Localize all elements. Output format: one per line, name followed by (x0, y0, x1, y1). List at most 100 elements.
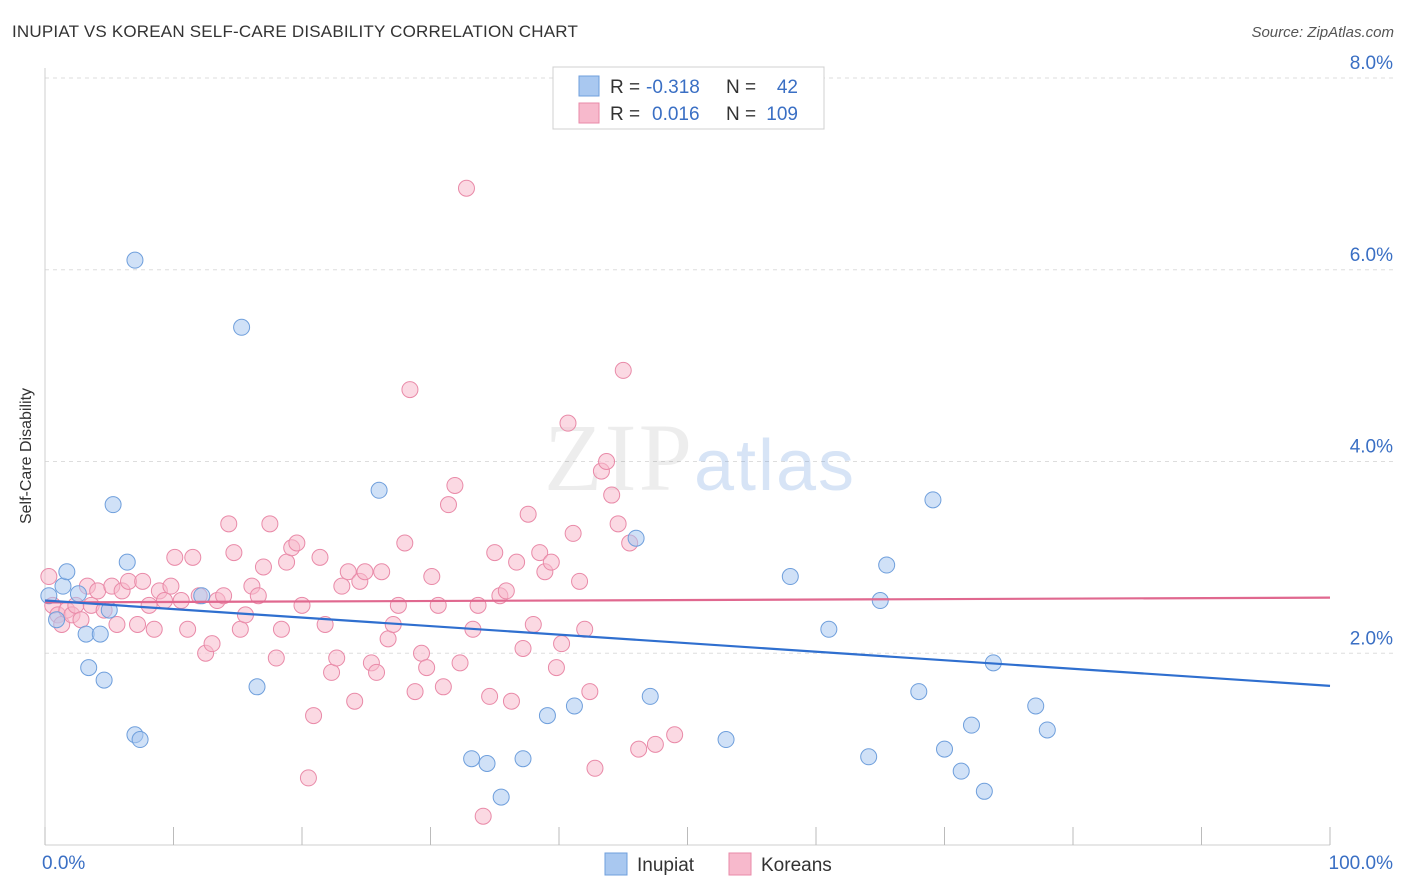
point-inupiat (514, 750, 532, 768)
point-korean (429, 596, 447, 614)
point-inupiat (91, 625, 109, 643)
point-korean (272, 620, 290, 638)
point-korean (220, 515, 238, 533)
point-korean (614, 361, 632, 379)
point-inupiat (492, 788, 510, 806)
point-inupiat (233, 318, 251, 336)
point-inupiat (193, 587, 211, 605)
point-korean (203, 635, 221, 653)
point-korean (231, 620, 249, 638)
point-korean (254, 558, 272, 576)
legend-r-label-1: R = (610, 77, 640, 98)
point-korean (323, 663, 341, 681)
legend-n-value-2: 109 (766, 104, 798, 125)
point-inupiat (962, 716, 980, 734)
point-inupiat (58, 563, 76, 581)
bottom-legend-inupiat: Inupiat (637, 855, 695, 876)
point-inupiat (936, 740, 953, 758)
point-korean (373, 563, 391, 581)
point-korean (368, 663, 386, 681)
point-korean (514, 639, 532, 657)
point-inupiat (40, 587, 58, 605)
point-inupiat (248, 678, 266, 696)
point-inupiat (69, 585, 87, 603)
point-korean (603, 486, 621, 504)
point-korean (524, 615, 542, 633)
watermark-atlas: atlas (694, 426, 856, 506)
y-tick-label: 2.0% (1350, 628, 1393, 649)
point-inupiat (80, 659, 98, 677)
point-korean (328, 649, 346, 667)
chart-title: INUPIAT VS KOREAN SELF-CARE DISABILITY C… (12, 22, 579, 41)
point-korean (481, 687, 499, 705)
grid-layer (45, 77, 1395, 654)
point-inupiat (131, 731, 149, 749)
x-tick-label: 0.0% (42, 853, 85, 874)
point-korean (389, 596, 407, 614)
point-korean (145, 620, 163, 638)
point-korean (423, 568, 441, 586)
x-tick-label: 100.0% (1329, 853, 1394, 874)
point-inupiat (48, 611, 66, 629)
point-korean (379, 630, 397, 648)
point-korean (140, 596, 158, 614)
point-korean (598, 453, 616, 470)
trend-line-inupiat (44, 599, 1331, 687)
point-korean (406, 683, 424, 701)
point-inupiat (126, 251, 144, 269)
point-inupiat (781, 568, 799, 586)
point-inupiat (878, 556, 896, 574)
point-inupiat (77, 625, 95, 643)
point-inupiat (975, 782, 993, 800)
point-korean (166, 548, 184, 566)
legend-r-value-1: -0.318 (646, 77, 700, 98)
point-korean (446, 476, 464, 494)
point-korean (630, 740, 648, 758)
point-korean (571, 572, 589, 590)
bottom-legend-koreans: Koreans (761, 855, 832, 876)
point-inupiat (820, 620, 838, 638)
point-korean (278, 553, 296, 571)
point-korean (184, 548, 202, 566)
point-inupiat (95, 671, 113, 689)
trend-line-korean (44, 596, 1331, 604)
watermark: ZIPatlas (544, 404, 856, 511)
legend-swatch-koreans (578, 102, 600, 124)
point-inupiat (538, 707, 556, 725)
point-korean (413, 644, 431, 662)
point-korean (519, 505, 537, 523)
point-korean (497, 582, 515, 600)
point-korean (267, 649, 285, 667)
point-korean (293, 596, 311, 614)
point-korean (162, 577, 180, 595)
point-korean (486, 544, 504, 562)
point-inupiat (463, 750, 481, 768)
legend-n-value-1: 42 (777, 77, 798, 98)
point-korean (553, 635, 571, 653)
legend-r-value-2: 0.016 (652, 104, 700, 125)
point-inupiat (641, 687, 659, 705)
point-korean (215, 587, 233, 605)
legend-n-label-2: N = (726, 104, 756, 125)
legend-n-label-1: N = (726, 77, 756, 98)
point-inupiat (478, 755, 496, 773)
point-korean (542, 553, 560, 571)
point-korean (305, 707, 323, 725)
point-korean (581, 683, 599, 701)
point-korean (156, 592, 174, 610)
point-inupiat (118, 553, 136, 571)
point-korean (434, 678, 452, 696)
point-korean (346, 692, 364, 710)
point-korean (609, 515, 627, 533)
bottom-legend-swatch-koreans (728, 852, 752, 876)
point-korean (547, 659, 565, 677)
point-korean (129, 615, 147, 633)
point-korean (249, 587, 267, 605)
point-korean (261, 515, 279, 533)
point-korean (339, 563, 357, 581)
point-inupiat (370, 481, 388, 499)
point-korean (134, 572, 152, 590)
y-tick-label: 8.0% (1350, 53, 1393, 74)
point-korean (72, 611, 90, 629)
